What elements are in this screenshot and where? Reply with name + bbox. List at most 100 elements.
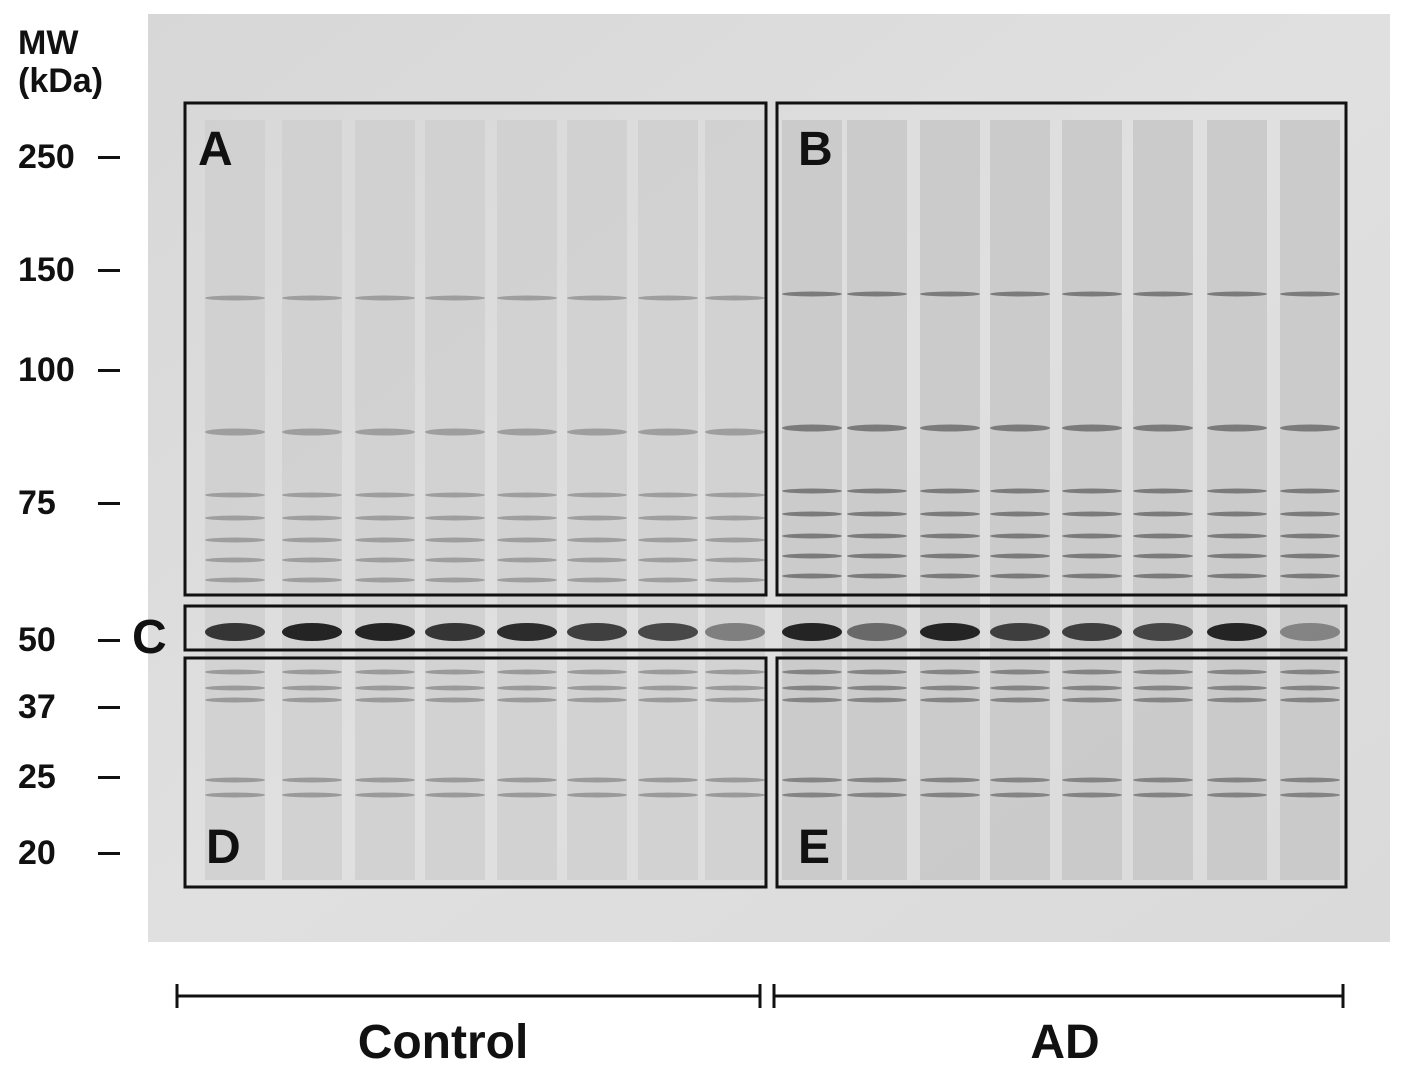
protein-band (1133, 669, 1193, 675)
protein-band (1280, 424, 1340, 432)
protein-band (705, 492, 765, 498)
protein-band (497, 777, 557, 783)
marker-value: 25 (18, 757, 56, 796)
marker-tick (98, 501, 120, 505)
marker-100: 100 (18, 350, 120, 390)
protein-band (705, 669, 765, 675)
protein-band (1207, 697, 1267, 703)
marker-tick (98, 155, 120, 159)
protein-band (782, 424, 842, 432)
protein-band (1280, 291, 1340, 297)
marker-tick (98, 268, 120, 272)
protein-band (282, 792, 342, 798)
protein-band (1133, 792, 1193, 798)
protein-band (205, 492, 265, 498)
lane (847, 120, 907, 880)
panel-b-frame (775, 101, 1348, 597)
protein-band (782, 623, 842, 641)
protein-band (1133, 697, 1193, 703)
protein-band (425, 537, 485, 543)
protein-band (282, 295, 342, 301)
panel-label-d: D (206, 821, 241, 874)
protein-band (205, 697, 265, 703)
marker-tick (98, 851, 120, 855)
protein-band (920, 291, 980, 297)
protein-band (205, 537, 265, 543)
protein-band (920, 533, 980, 539)
protein-band (847, 533, 907, 539)
protein-band (567, 777, 627, 783)
protein-band (782, 553, 842, 559)
protein-band (1062, 533, 1122, 539)
protein-band (567, 295, 627, 301)
protein-band (847, 553, 907, 559)
protein-band (1062, 511, 1122, 517)
lane (920, 120, 980, 880)
protein-band (355, 685, 415, 691)
protein-band (638, 515, 698, 521)
protein-band (567, 537, 627, 543)
lane (355, 120, 415, 880)
protein-band (355, 623, 415, 641)
protein-band (638, 685, 698, 691)
protein-band (282, 685, 342, 691)
protein-band (1133, 777, 1193, 783)
protein-band (355, 557, 415, 563)
protein-band (1280, 533, 1340, 539)
panel-label-a: A (198, 123, 233, 176)
protein-band (1133, 573, 1193, 579)
panel-label-c: C (132, 611, 167, 664)
marker-tick (98, 368, 120, 372)
protein-band (567, 685, 627, 691)
panel-c-frame (183, 604, 1348, 652)
lane (1062, 120, 1122, 880)
protein-band (497, 697, 557, 703)
protein-band (638, 537, 698, 543)
protein-band (425, 792, 485, 798)
protein-band (425, 428, 485, 436)
protein-band (497, 537, 557, 543)
protein-band (355, 792, 415, 798)
protein-band (847, 777, 907, 783)
protein-band (355, 428, 415, 436)
protein-band (782, 488, 842, 494)
protein-band (990, 553, 1050, 559)
protein-band (1280, 553, 1340, 559)
protein-band (205, 777, 265, 783)
protein-band (847, 424, 907, 432)
protein-band (1280, 488, 1340, 494)
protein-band (355, 697, 415, 703)
protein-band (1062, 573, 1122, 579)
protein-band (847, 697, 907, 703)
protein-band (782, 792, 842, 798)
panel-e-frame (775, 656, 1348, 889)
ad-bracket (772, 984, 1345, 1008)
protein-band (990, 291, 1050, 297)
protein-band (1062, 488, 1122, 494)
protein-band (847, 623, 907, 641)
panel-a-frame (183, 101, 768, 597)
protein-band (990, 533, 1050, 539)
protein-band (990, 488, 1050, 494)
protein-band (355, 295, 415, 301)
protein-band (282, 557, 342, 563)
protein-band (782, 291, 842, 297)
lane (990, 120, 1050, 880)
protein-band (920, 669, 980, 675)
protein-band (282, 777, 342, 783)
protein-band (638, 557, 698, 563)
lane (1280, 120, 1340, 880)
protein-band (847, 669, 907, 675)
protein-band (205, 295, 265, 301)
protein-band (920, 424, 980, 432)
protein-band (425, 557, 485, 563)
protein-band (567, 492, 627, 498)
protein-band (990, 424, 1050, 432)
marker-value: 250 (18, 137, 75, 176)
protein-band (1280, 685, 1340, 691)
protein-band (920, 623, 980, 641)
protein-band (1207, 533, 1267, 539)
protein-band (638, 777, 698, 783)
protein-band (1280, 511, 1340, 517)
